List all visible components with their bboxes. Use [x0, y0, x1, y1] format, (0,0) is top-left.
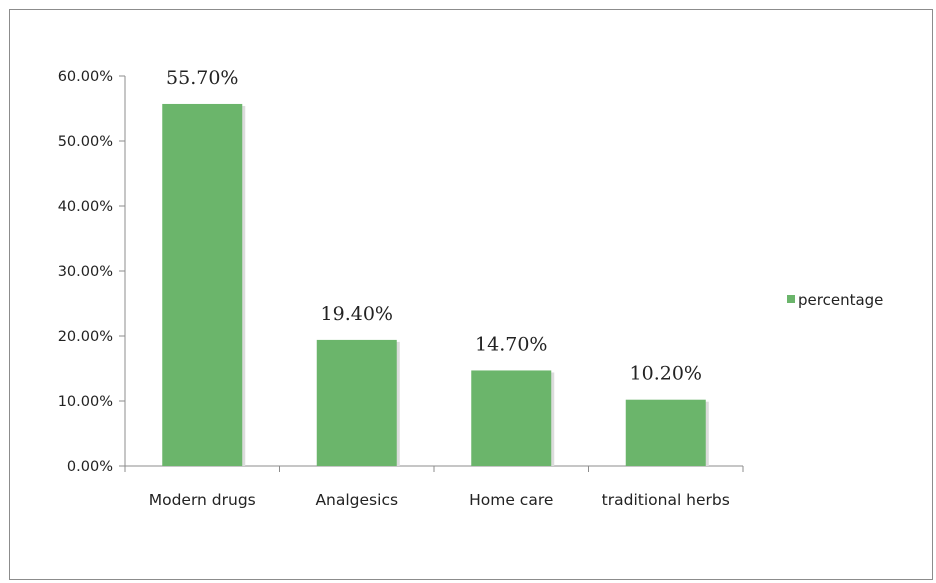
legend: percentage: [787, 291, 883, 309]
bar: [625, 399, 706, 466]
category-labels: Modern drugs Analgesics Home care tradition…: [149, 491, 730, 509]
category-label: traditional herbs: [602, 491, 730, 509]
y-tick-label: 60.00%: [58, 69, 113, 85]
y-tick-label: 50.00%: [58, 134, 113, 150]
x-axis: [124, 465, 744, 472]
y-tick-label: 0.00%: [67, 459, 113, 475]
y-tick-label: 40.00%: [58, 199, 113, 215]
data-labels: 55.70% 19.40% 14.70% 10.20%: [166, 67, 702, 385]
category-label: Modern drugs: [149, 491, 256, 509]
category-label: Analgesics: [315, 491, 398, 509]
data-label: 14.70%: [475, 333, 547, 355]
bar: [162, 103, 243, 466]
y-tick-label: 10.00%: [58, 394, 113, 410]
category-label: Home care: [469, 491, 553, 509]
data-label: 55.70%: [166, 67, 238, 89]
legend-swatch: [787, 295, 795, 303]
legend-label: percentage: [798, 291, 883, 309]
data-label: 19.40%: [321, 303, 393, 325]
bar: [316, 339, 397, 466]
y-axis: 0.00% 10.00% 20.00% 30.00% 40.00% 50.00% 60.00…: [58, 69, 126, 475]
y-tick-label: 30.00%: [58, 264, 113, 280]
bar: [471, 370, 552, 466]
bars: [162, 103, 709, 466]
y-tick-label: 20.00%: [58, 329, 113, 345]
data-label: 10.20%: [630, 363, 702, 385]
